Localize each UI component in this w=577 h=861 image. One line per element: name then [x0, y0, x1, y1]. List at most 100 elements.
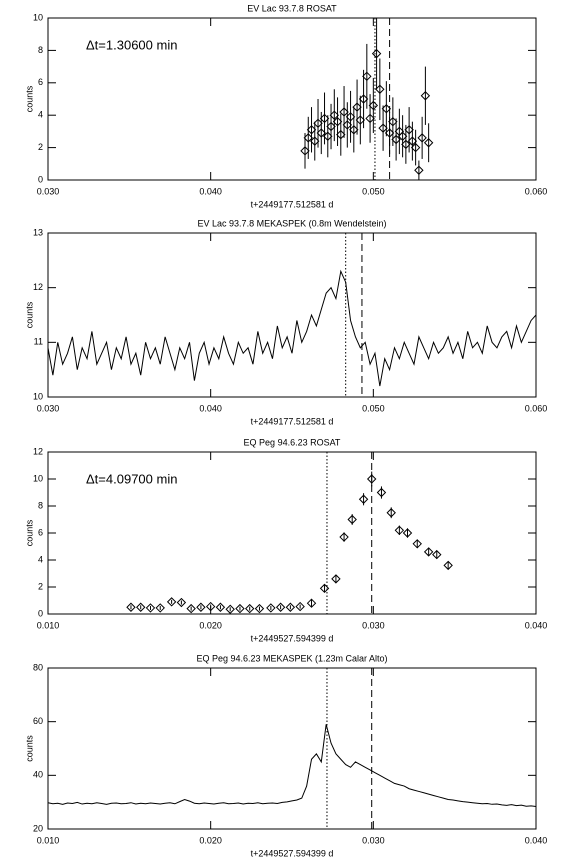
data-point — [339, 532, 349, 542]
y-tick-label: 20 — [33, 823, 43, 833]
data-point — [347, 514, 357, 525]
data-point — [303, 133, 313, 143]
data-point — [378, 123, 388, 133]
light-curve — [47, 269, 537, 387]
data-point — [285, 602, 296, 612]
panel: EV Lac 93.7.8 ROSAT t+2449177.512581 d cou… — [24, 3, 547, 209]
data-point — [386, 508, 396, 518]
y-tick-label: 13 — [33, 227, 43, 237]
data-point — [401, 139, 411, 150]
data-point — [196, 602, 206, 612]
light-curve — [47, 724, 537, 807]
y-tick-label: 2 — [38, 142, 43, 152]
x-tick-label: 0.050 — [362, 186, 385, 196]
data-point — [417, 133, 427, 143]
x-tick-label: 0.020 — [199, 835, 222, 845]
data-point — [319, 583, 330, 594]
data-point — [225, 604, 235, 614]
data-point — [313, 118, 323, 129]
y-tick-label: 4 — [38, 110, 43, 120]
data-point — [254, 603, 265, 614]
data-point — [244, 603, 255, 614]
data-point — [402, 528, 413, 538]
panel: EV Lac 93.7.8 MEKASPEK (0.8m Wendelstein… — [24, 218, 547, 426]
x-axis-label: t+2449177.512581 d — [251, 416, 334, 426]
data-point — [319, 113, 330, 124]
data-point — [295, 601, 305, 612]
data-point — [358, 94, 369, 104]
y-axis-label: counts — [24, 735, 34, 762]
data-point — [275, 602, 286, 612]
plot-frame — [47, 667, 537, 830]
y-tick-label: 6 — [38, 77, 43, 87]
y-tick-label: 80 — [33, 662, 43, 672]
x-axis-label: t+2449177.512581 d — [251, 199, 334, 209]
x-tick-label: 0.060 — [525, 186, 548, 196]
data-point — [371, 48, 382, 59]
data-point — [155, 603, 165, 613]
data-point — [358, 494, 369, 504]
data-point — [362, 71, 372, 82]
data-point — [420, 91, 431, 101]
data-point — [381, 104, 392, 114]
data-point — [332, 116, 343, 127]
y-tick-label: 10 — [33, 473, 43, 483]
data-point — [336, 129, 346, 140]
data-point — [414, 165, 424, 175]
x-tick-label: 0.030 — [362, 620, 385, 630]
data-point — [329, 110, 340, 120]
y-tick-label: 10 — [33, 391, 43, 401]
data-point — [166, 597, 177, 607]
y-axis-label: counts — [24, 85, 34, 112]
y-tick-label: 12 — [33, 282, 43, 292]
data-point — [349, 125, 359, 135]
y-tick-label: 8 — [38, 500, 43, 510]
data-point — [215, 602, 226, 612]
data-point — [316, 128, 326, 138]
data-point — [136, 602, 146, 612]
data-point — [176, 597, 187, 608]
data-point — [306, 598, 317, 608]
x-tick-label: 0.020 — [199, 620, 222, 630]
data-point — [391, 134, 401, 145]
annotation: Δt=4.09700 min — [86, 471, 177, 486]
x-tick-label: 0.040 — [199, 403, 222, 413]
data-point — [310, 136, 320, 146]
data-point — [432, 549, 442, 560]
x-tick-label: 0.030 — [37, 403, 60, 413]
data-point — [186, 603, 196, 614]
data-point — [365, 113, 375, 124]
data-point — [423, 138, 434, 148]
y-tick-label: 6 — [38, 527, 43, 537]
x-tick-label: 0.010 — [37, 620, 60, 630]
plot-frame — [47, 17, 537, 181]
data-point — [384, 128, 395, 138]
x-axis-label: t+2449527.594399 d — [251, 848, 334, 858]
data-point — [300, 146, 310, 156]
data-point — [375, 84, 385, 94]
y-tick-label: 0 — [38, 608, 43, 618]
data-point — [235, 603, 245, 614]
data-point — [410, 142, 421, 153]
chart-title: EV Lac 93.7.8 MEKASPEK (0.8m Wendelstein… — [198, 218, 387, 228]
y-tick-label: 8 — [38, 45, 43, 55]
data-point — [126, 602, 136, 612]
chart-title: EQ Peg 94.6.23 MEKASPEK (1.23m Calar Alt… — [196, 653, 387, 663]
x-axis-label: t+2449527.594399 d — [251, 633, 334, 643]
x-tick-label: 0.010 — [37, 835, 60, 845]
y-tick-label: 4 — [38, 554, 43, 564]
chart-title: EQ Peg 94.6.23 ROSAT — [244, 437, 341, 447]
y-tick-label: 60 — [33, 716, 43, 726]
x-tick-label: 0.040 — [525, 620, 548, 630]
y-axis-label: counts — [24, 519, 34, 546]
x-tick-label: 0.030 — [362, 835, 385, 845]
data-point — [355, 115, 366, 125]
panel: EQ Peg 94.6.23 MEKASPEK (1.23m Calar Alt… — [24, 653, 547, 858]
data-point — [394, 525, 405, 536]
chart-title: EV Lac 93.7.8 ROSAT — [247, 3, 337, 13]
data-point — [404, 125, 414, 135]
data-point — [145, 603, 156, 613]
data-point — [443, 560, 453, 571]
data-point — [323, 131, 333, 141]
panel: EQ Peg 94.6.23 ROSAT t+2449527.594399 d co… — [24, 437, 547, 643]
